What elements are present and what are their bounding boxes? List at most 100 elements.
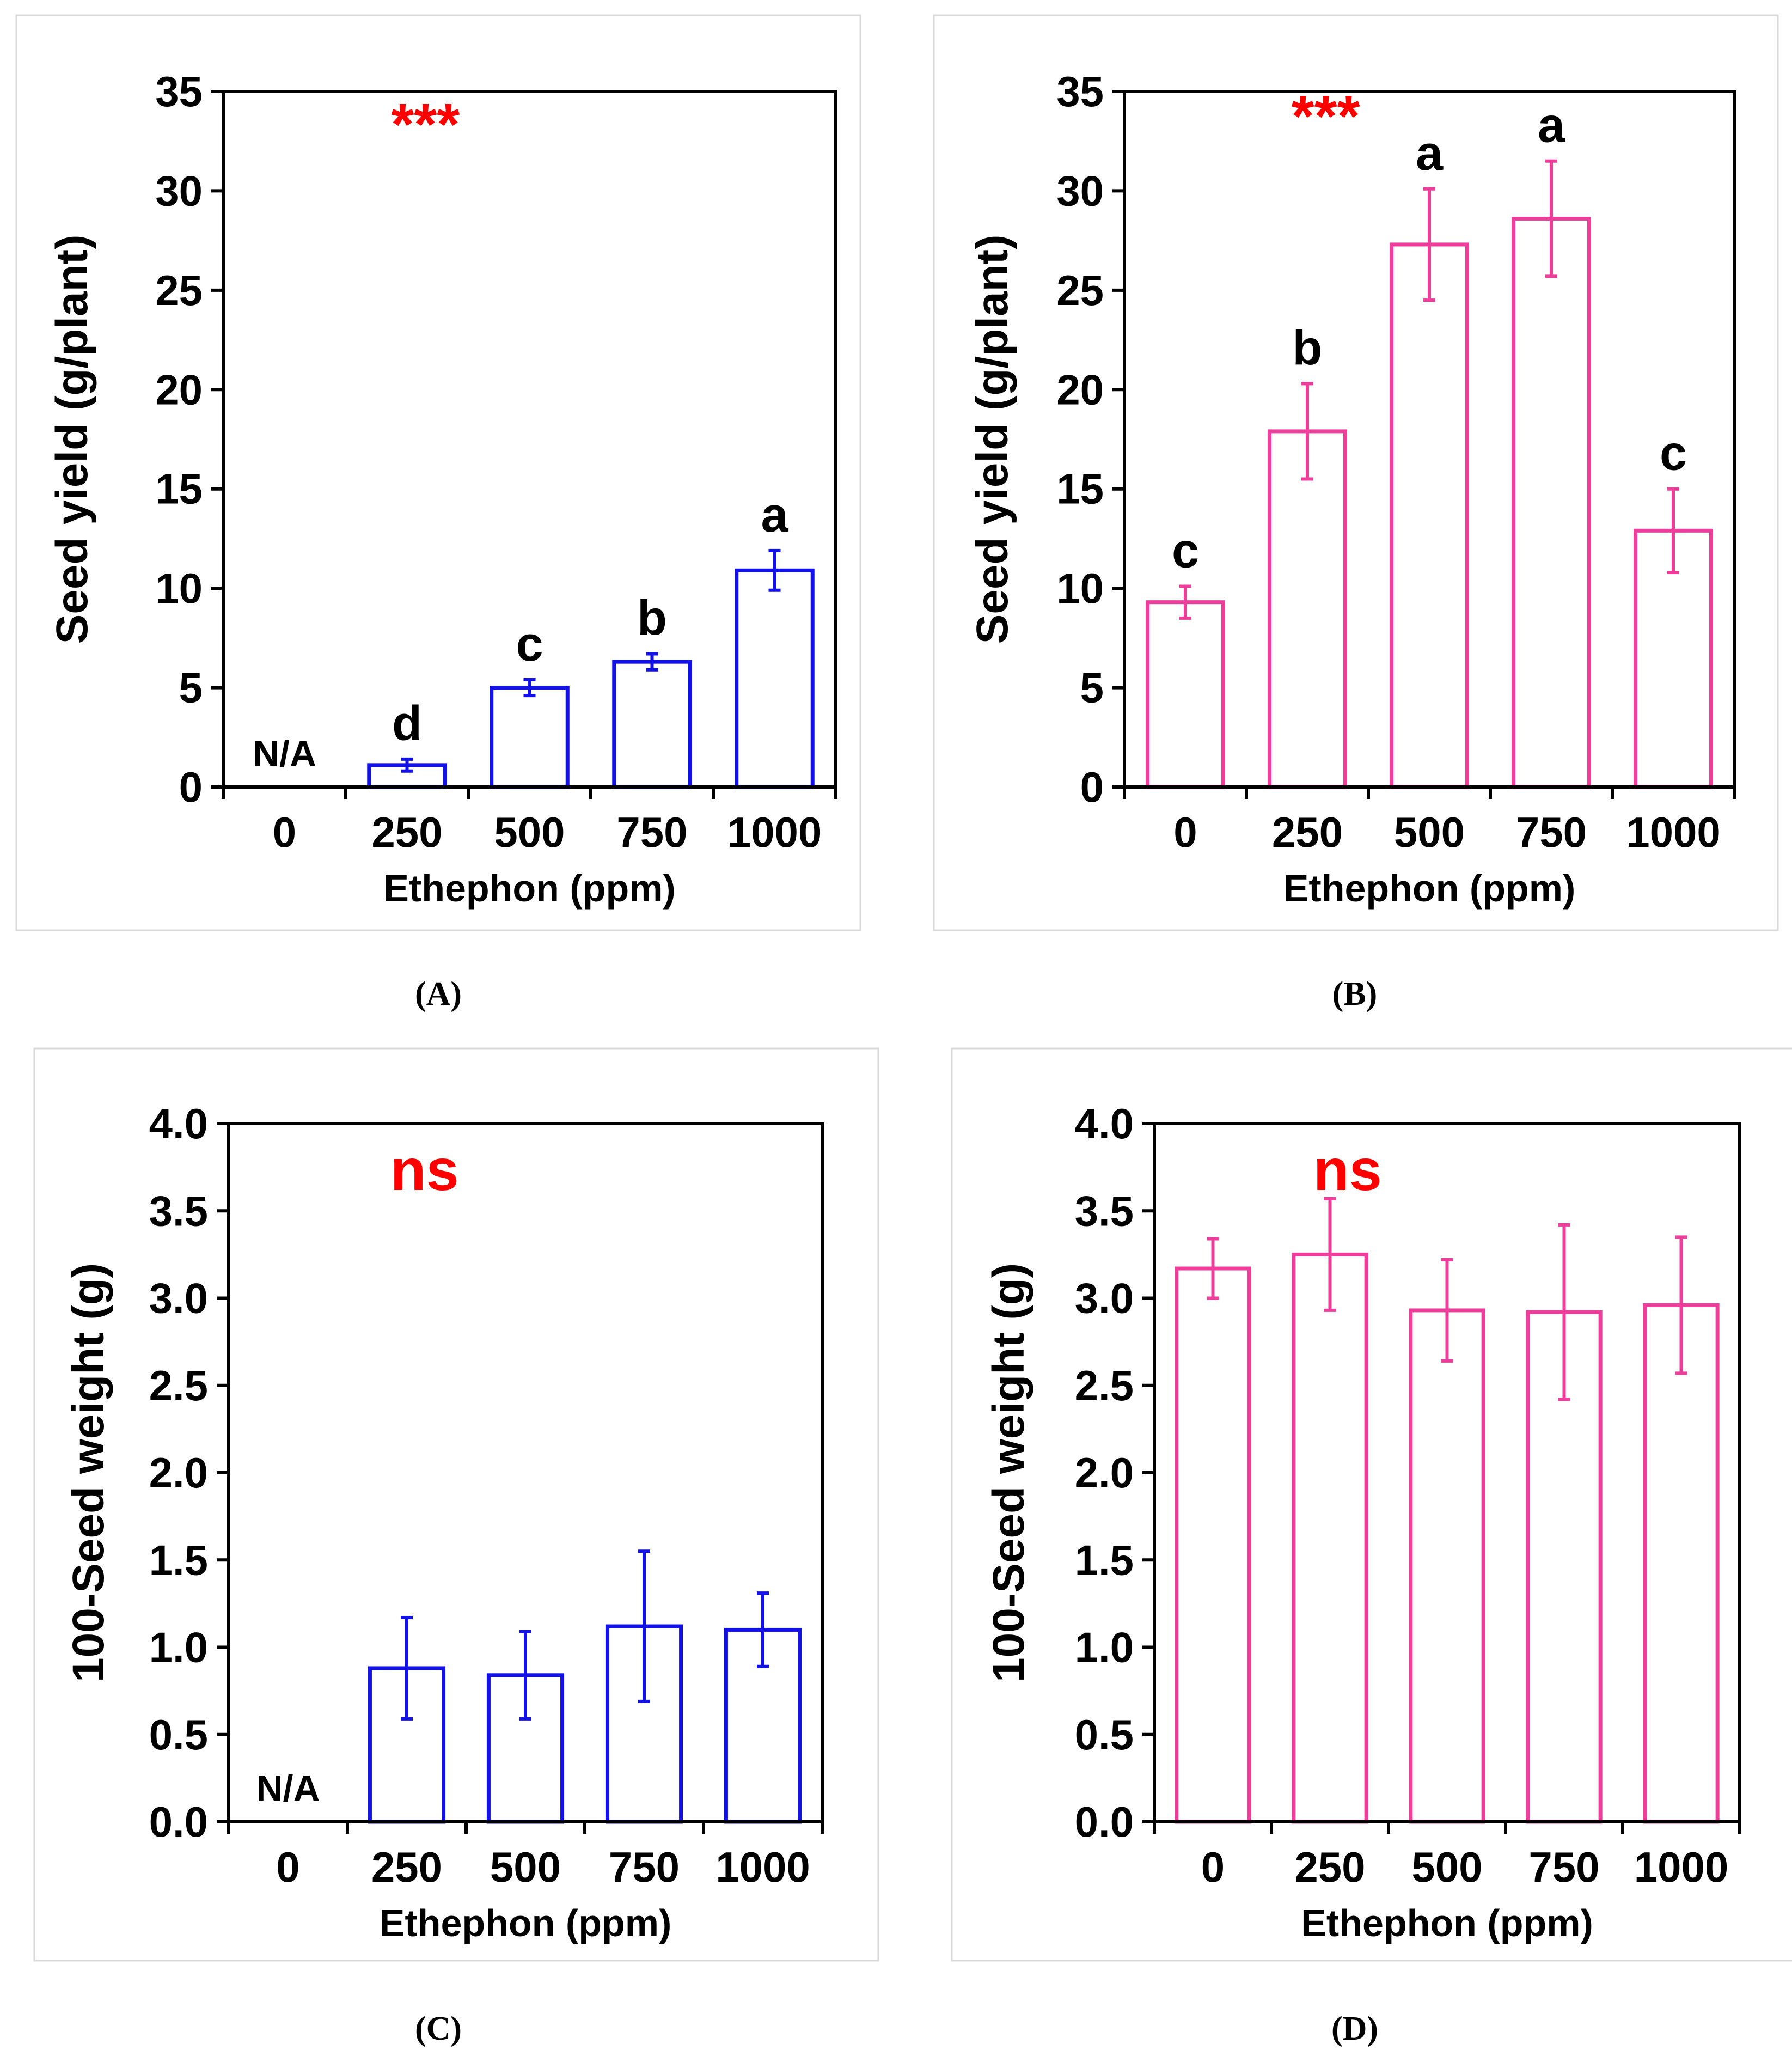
significance-letter: c [1172, 523, 1199, 578]
significance-letter: a [1538, 99, 1565, 153]
x-tick-label: 250 [1272, 808, 1343, 856]
y-tick-label: 10 [155, 564, 203, 612]
plot-area [1153, 1122, 1741, 1823]
significance-letter: a [1416, 126, 1444, 181]
y-tick-label: 1.0 [1075, 1624, 1134, 1671]
y-tick-label: 2.0 [1075, 1449, 1134, 1497]
x-tick-label: 500 [490, 1843, 561, 1891]
x-tick-label: 250 [371, 1843, 442, 1891]
significance-letter: b [637, 591, 667, 646]
x-tick-label: 250 [371, 808, 442, 856]
y-tick-label: 5 [1080, 664, 1104, 712]
y-tick-label: 3.5 [1075, 1187, 1134, 1235]
y-tick-label: 0 [1080, 763, 1104, 811]
chart-panel-c: 0.0 0.5 1.0 1.5 2.0 2.5 3.0 3.5 4.0 0 N/A 250 500 750… [33, 1047, 879, 2047]
bar [1146, 600, 1225, 789]
na-label: N/A [256, 1768, 320, 1809]
panel-caption: (A) [415, 975, 462, 1012]
x-tick-label: 250 [1294, 1843, 1365, 1891]
y-axis-title: Seed yield (g/plant) [968, 235, 1017, 644]
y-tick-label: 4.0 [1075, 1100, 1134, 1148]
y-tick-label: 35 [155, 68, 203, 115]
x-tick-label: 0 [1201, 1843, 1225, 1891]
bar [490, 686, 570, 789]
x-axis-title: Ethephon (ppm) [1301, 1902, 1593, 1944]
plot-area [227, 1122, 824, 1823]
y-tick-label: 0.5 [149, 1711, 208, 1759]
y-tick-label: 25 [1056, 266, 1104, 314]
y-tick-label: 10 [1056, 564, 1104, 612]
y-tick-label: 0.0 [1075, 1798, 1134, 1846]
y-tick-label: 25 [155, 266, 203, 314]
y-axis-title: Seed yield (g/plant) [47, 235, 97, 644]
significance-label: ns [1313, 1137, 1382, 1203]
significance-letter: c [1660, 426, 1687, 481]
y-tick-label: 20 [1056, 365, 1104, 413]
x-tick-label: 1000 [715, 1843, 810, 1891]
x-tick-label: 1000 [727, 808, 822, 856]
y-tick-label: 15 [1056, 465, 1104, 513]
y-tick-label: 15 [155, 465, 203, 513]
y-tick-label: 2.0 [149, 1449, 208, 1497]
x-axis-title: Ethephon (ppm) [383, 867, 676, 910]
chart-panel-a: 0 5 10 15 20 25 30 35 0 N/A 250 d 500 c 750 b 1000 a *** Se… [15, 14, 861, 1012]
panel-caption: (D) [1331, 2010, 1378, 2047]
y-tick-label: 1.5 [149, 1536, 208, 1584]
bar [735, 568, 815, 789]
y-tick-label: 1.0 [149, 1624, 208, 1671]
y-tick-label: 30 [1056, 167, 1104, 215]
y-tick-label: 2.5 [1075, 1362, 1134, 1410]
y-tick-label: 20 [155, 365, 203, 413]
panel-caption: (B) [1332, 975, 1378, 1012]
x-axis-title: Ethephon (ppm) [1283, 867, 1576, 910]
significance-letter: d [392, 697, 422, 751]
bar [1512, 217, 1591, 789]
bar [1268, 429, 1347, 789]
x-tick-label: 500 [1394, 808, 1465, 856]
x-tick-label: 500 [1411, 1843, 1482, 1891]
plot-area [1123, 90, 1736, 789]
y-tick-label: 0 [179, 763, 203, 811]
y-tick-label: 30 [155, 167, 203, 215]
y-tick-label: 3.0 [1075, 1274, 1134, 1322]
bar [1175, 1266, 1251, 1824]
bar [1643, 1303, 1720, 1824]
x-axis-title: Ethephon (ppm) [380, 1902, 672, 1944]
significance-letter: a [761, 488, 788, 542]
x-tick-label: 750 [1528, 1843, 1599, 1891]
bar [612, 660, 692, 789]
x-tick-label: 0 [276, 1843, 299, 1891]
y-tick-label: 35 [1056, 68, 1104, 115]
y-tick-label: 3.5 [149, 1187, 208, 1235]
significance-label: *** [391, 91, 460, 157]
significance-letter: b [1293, 321, 1323, 375]
x-tick-label: 0 [273, 808, 296, 856]
y-tick-label: 3.0 [149, 1274, 208, 1322]
plot-area [222, 90, 837, 789]
y-tick-label: 5 [179, 664, 203, 712]
y-tick-label: 0.5 [1075, 1711, 1134, 1759]
chart-panel-b: 0 5 10 15 20 25 30 35 0 c 250 b 500 a 750 a 1000 c *** Seed… [933, 14, 1779, 1012]
bar [1292, 1252, 1368, 1824]
x-tick-label: 750 [609, 1843, 680, 1891]
x-tick-label: 750 [1516, 808, 1587, 856]
x-tick-label: 1000 [1626, 808, 1721, 856]
y-tick-label: 4.0 [149, 1100, 208, 1148]
x-tick-label: 1000 [1634, 1843, 1729, 1891]
x-tick-label: 500 [494, 808, 565, 856]
na-label: N/A [253, 733, 316, 774]
x-tick-label: 0 [1173, 808, 1197, 856]
x-tick-label: 750 [616, 808, 687, 856]
panel-caption: (C) [415, 2010, 462, 2047]
y-tick-label: 0.0 [149, 1798, 208, 1846]
bar [1390, 242, 1469, 789]
significance-letter: c [516, 617, 543, 672]
significance-label: ns [390, 1137, 459, 1203]
y-tick-label: 1.5 [1075, 1536, 1134, 1584]
significance-label: *** [1292, 83, 1360, 149]
y-axis-title: 100-Seed weight (g) [984, 1263, 1033, 1682]
chart-panel-d: 0.0 0.5 1.0 1.5 2.0 2.5 3.0 3.5 4.0 0 250 500 750 100… [951, 1047, 1792, 2047]
y-axis-title: 100-Seed weight (g) [64, 1263, 113, 1682]
y-tick-label: 2.5 [149, 1362, 208, 1410]
